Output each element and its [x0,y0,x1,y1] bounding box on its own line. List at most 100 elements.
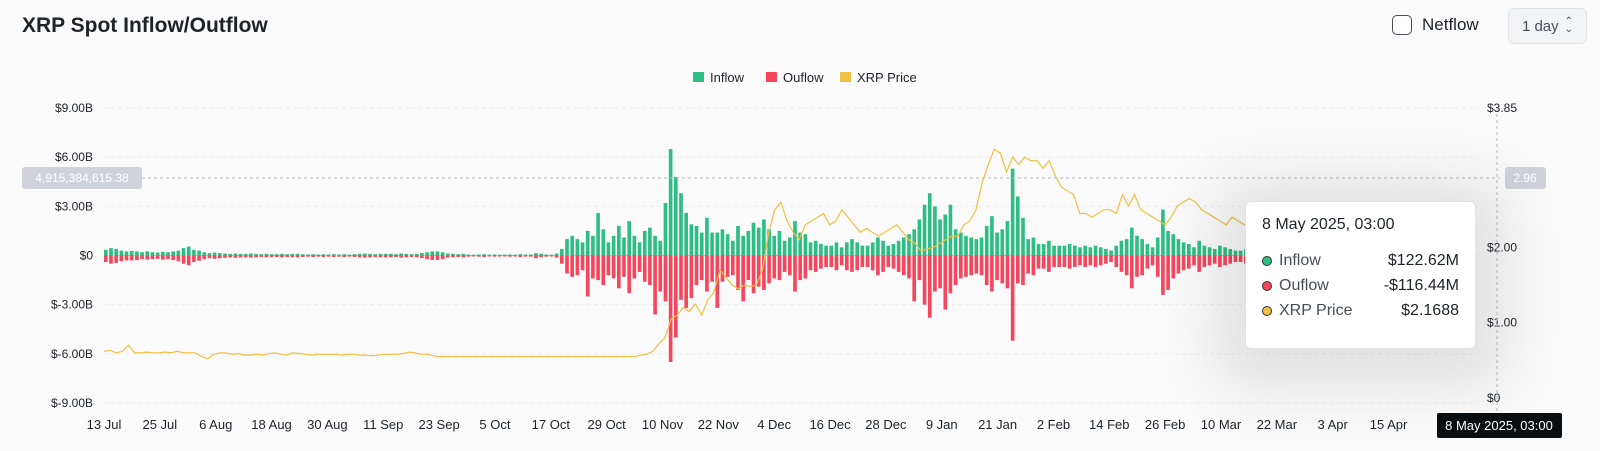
x-tick-label: 11 Sep [363,417,403,432]
inflow-bar [1078,247,1082,256]
inflow-bar [979,237,984,256]
outflow-bar [990,255,994,292]
inflow-bar [839,247,844,256]
inflow-bar [1000,229,1005,256]
inflow-bar [725,234,730,256]
outflow-bar [632,255,637,279]
legend-label: Ouflow [783,70,824,85]
inflow-bar [295,253,300,256]
outflow-bar [653,255,657,315]
outflow-bar [1005,255,1010,289]
inflow-bar [653,235,657,256]
outflow-bar [342,255,346,257]
inflow-bar [243,253,248,256]
outflow-bar [1218,255,1222,267]
tooltip-value: $2.1688 [1401,301,1459,319]
period-select[interactable]: 1 day ⌃ ⌄ [1508,8,1587,44]
outflow-bar [1093,255,1098,267]
outflow-bar [668,255,673,363]
outflow-bar [674,255,678,338]
outflow-bar [922,255,927,305]
inflow-bar [943,214,948,256]
outflow-bar [845,255,849,271]
inflow-bar [477,254,481,256]
outflow-bar [1140,255,1144,276]
x-tick-label: 18 Aug [251,417,292,432]
outflow-bar [953,255,958,285]
y-tick-label: $6.00B [55,150,93,164]
inflow-bar [394,254,398,256]
outflow-bar [1233,255,1238,263]
outflow-bar [378,255,383,258]
inflow-bar [927,193,932,256]
inflow-bar [554,253,559,256]
inflow-bar [1140,239,1144,256]
inflow-bar [948,204,953,256]
outflow-bar [927,255,932,318]
inflow-bar [710,232,714,256]
outflow-bar [487,255,492,257]
outflow-bar [1181,255,1186,271]
inflow-bar [285,254,289,256]
outflow-bar [1155,255,1160,277]
inflow-bar [850,239,854,256]
outflow-bar [363,255,367,258]
inflow-bar [482,254,486,256]
outflow-bar [1041,255,1046,269]
inflow-bar [269,254,274,256]
x-tick-label: 28 Dec [865,417,907,432]
inflow-bar [326,254,331,256]
inflow-bar [622,237,626,256]
y-tick-label: $0 [80,249,94,263]
outflow-bar [254,255,258,258]
outflow-bar [648,255,652,285]
outflow-bar [399,255,403,258]
inflow-bar [746,230,751,256]
outflow-bar [306,255,310,257]
inflow-bar [829,245,834,256]
outflow-bar [948,255,953,294]
outflow-bar [539,255,543,258]
netflow-checkbox[interactable] [1392,15,1412,35]
netflow-toggle[interactable]: Netflow [1392,15,1479,35]
inflow-bar [1238,250,1243,256]
legend-swatch [840,72,851,82]
outflow-bar [1228,255,1233,264]
inflow-bar [466,254,471,256]
inflow-bar [311,254,315,256]
outflow-bar [171,255,175,261]
outflow-bar [238,255,243,258]
outflow-bar [264,255,269,258]
inflow-bar [1218,245,1222,256]
inflow-bar [575,239,580,256]
inflow-bar [378,253,383,256]
price-dot [1262,305,1272,316]
inflow-bar [860,245,865,256]
outflow-bar [777,255,782,281]
inflow-bar [813,240,818,256]
inflow-bar [487,254,492,256]
inflow-bar [368,253,372,256]
outflow-bar [591,255,595,279]
outflow-bar [1000,255,1005,284]
outflow-bar [1150,255,1155,266]
outflow-bar [984,255,989,285]
outflow-bar [104,255,108,263]
outflow-bar [316,255,321,257]
inflow-bar [637,242,642,256]
y-tick-label: $3.00B [55,199,93,213]
outflow-bar [140,255,144,260]
outflow-bar [129,255,134,261]
y-tick-label: $-3.00B [51,298,93,312]
inflow-bar [694,226,699,256]
inflow-bar [876,237,880,256]
outflow-bar [1026,255,1030,274]
outflow-bar [249,255,253,258]
inflow-bar [855,242,859,256]
outflow-bar [1135,255,1139,277]
outflow-bar [368,255,372,258]
outflow-bar [850,255,854,272]
outflow-bar [114,255,118,263]
outflow-bar [964,255,968,277]
inflow-bar [1223,247,1227,256]
